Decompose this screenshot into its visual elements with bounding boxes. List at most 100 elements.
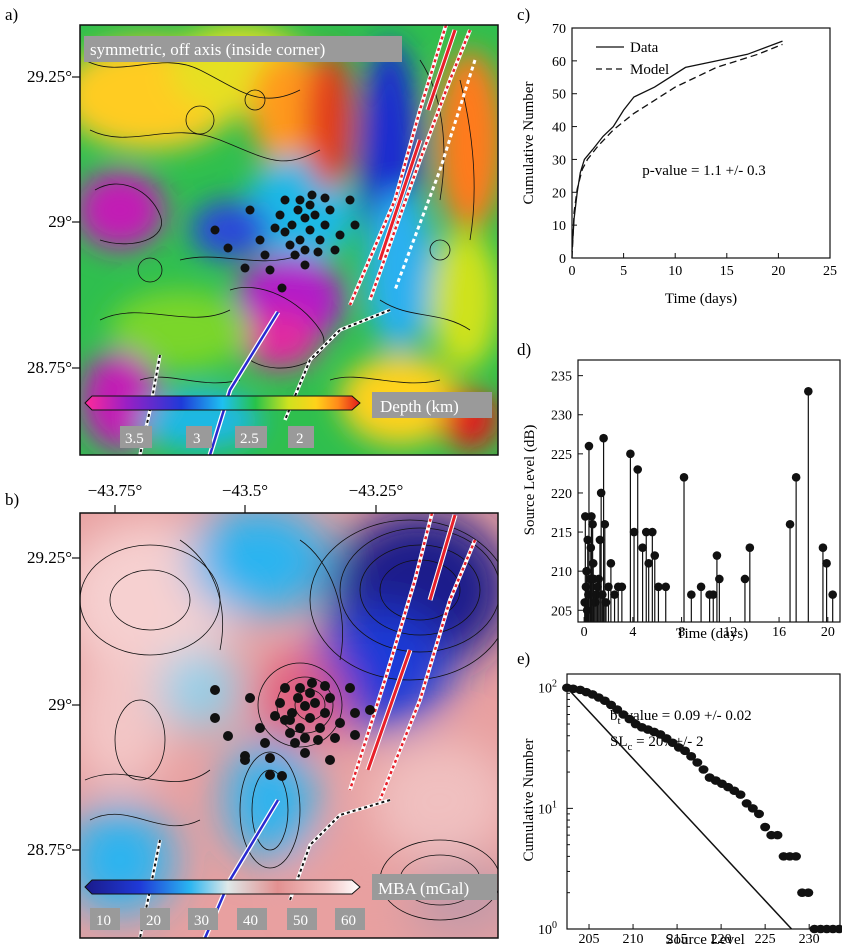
event-point — [715, 574, 724, 584]
epicenter-dot — [265, 753, 275, 763]
event-point — [599, 433, 608, 443]
epicenter-dot — [255, 723, 265, 733]
epicenter-dot — [255, 235, 265, 245]
chart-c-legend: Data Model — [596, 40, 669, 78]
x-tick-label: 20 — [821, 625, 835, 640]
event-point — [595, 535, 605, 545]
epicenter-dot — [295, 723, 305, 733]
epicenter-dot — [210, 685, 220, 695]
y-tick-label: 40 — [552, 121, 566, 136]
depth-tick: 3 — [193, 431, 201, 447]
event-point — [633, 465, 643, 474]
epicenter-dot — [290, 250, 300, 260]
epicenter-dot — [325, 205, 335, 215]
epicenter-dot — [300, 701, 310, 711]
epicenter-dot — [320, 193, 330, 203]
epicenter-dot — [345, 683, 355, 693]
data-point — [735, 790, 746, 799]
epicenter-dot — [295, 235, 305, 245]
fit-line — [566, 687, 793, 930]
map-b-lat-label: 29.25° — [27, 548, 72, 567]
epicenter-dot — [325, 755, 335, 765]
data-point — [698, 765, 709, 774]
epicenter-dot — [265, 265, 275, 275]
event-point — [818, 543, 828, 553]
epicenter-dot — [320, 708, 330, 718]
x-tick-label: 12 — [723, 625, 737, 640]
chart-d-xlabel: Time (days) — [676, 626, 748, 642]
event-point — [696, 582, 706, 592]
event-point — [708, 590, 718, 599]
event-point — [617, 582, 627, 592]
epicenter-dot — [300, 733, 310, 743]
x-tick-label: 4 — [629, 625, 636, 640]
data-point — [790, 852, 801, 861]
event-point — [581, 512, 590, 521]
epicenter-dot — [315, 723, 325, 733]
epicenter-dot — [260, 738, 270, 748]
x-tick-label: 5 — [620, 264, 627, 279]
chart-d-plot — [580, 386, 837, 622]
event-point — [638, 543, 647, 553]
depth-colorbar-label: Depth (km) — [380, 397, 459, 416]
epicenter-dot — [300, 213, 310, 223]
epicenter-dot — [245, 205, 255, 215]
chart-c: c) Cumulative Number Time (days) p-value… — [517, 5, 837, 307]
spreading-axis-b — [348, 513, 477, 801]
chart-e-axes: 205 210 215 220 225 230 100 101 102 — [538, 679, 820, 946]
event-point — [600, 519, 610, 529]
x-tick-label: 215 — [667, 932, 688, 946]
x-tick-label: 25 — [823, 264, 837, 279]
epicenter-dot — [210, 713, 220, 723]
epicenter-dot — [300, 748, 310, 758]
y-tick-label: 215 — [551, 526, 572, 541]
epicenter-dot — [315, 235, 325, 245]
map-a-lat-label: 29.25° — [27, 67, 72, 86]
depth-tick: 2 — [296, 431, 304, 447]
panel-label-c: c) — [517, 5, 530, 24]
event-point — [648, 527, 657, 537]
map-a-title: symmetric, off axis (inside corner) — [90, 40, 325, 59]
epicenter-dot — [307, 678, 317, 688]
longitude-axis: −43.75° −43.5° −43.25° — [88, 481, 403, 513]
depth-colorbar-ticks: 3.5 3 2.5 2 — [120, 426, 314, 448]
epicenter-dot — [325, 693, 335, 703]
event-point — [650, 551, 660, 560]
epicenter-dot — [320, 220, 330, 230]
y-tick-label: 102 — [538, 679, 557, 697]
epicenter-dot — [305, 688, 315, 698]
epicenter-dot — [310, 698, 320, 708]
map-a-lat-label: 28.75° — [27, 358, 72, 377]
mba-tick: 50 — [293, 913, 308, 929]
panel-label-a: a) — [5, 5, 18, 24]
event-point — [584, 441, 594, 451]
x-tick-label: 10 — [668, 264, 682, 279]
mba-colorbar — [84, 879, 361, 895]
epicenter-dot — [300, 245, 310, 255]
chart-e-frame — [566, 673, 841, 930]
x-tick-label: 0 — [581, 625, 588, 640]
x-tick-label: 230 — [799, 932, 820, 946]
epicenter-dot — [210, 225, 220, 235]
y-tick-label: 50 — [552, 88, 566, 103]
data-point — [686, 752, 697, 761]
chart-c-xlabel: Time (days) — [665, 291, 737, 307]
epicenter-dot — [307, 190, 317, 200]
epicenter-dot — [240, 755, 250, 765]
chart-e-plot — [562, 683, 842, 934]
event-point — [654, 582, 663, 592]
event-point — [588, 519, 597, 529]
event-point — [822, 559, 831, 568]
epicenter-dot — [305, 225, 315, 235]
epicenter-dot — [240, 263, 250, 273]
depth-contours — [84, 59, 475, 384]
chart-d-ylabel: Source Level (dB) — [522, 425, 538, 536]
epicenter-dot — [335, 718, 345, 728]
depth-tick: 3.5 — [125, 431, 144, 447]
epicenter-dot — [270, 711, 280, 721]
epicenter-dot — [300, 260, 310, 270]
map-a-lat-label: 29° — [48, 212, 72, 231]
y-tick-label: 230 — [551, 409, 572, 424]
gravity-image — [80, 513, 498, 938]
